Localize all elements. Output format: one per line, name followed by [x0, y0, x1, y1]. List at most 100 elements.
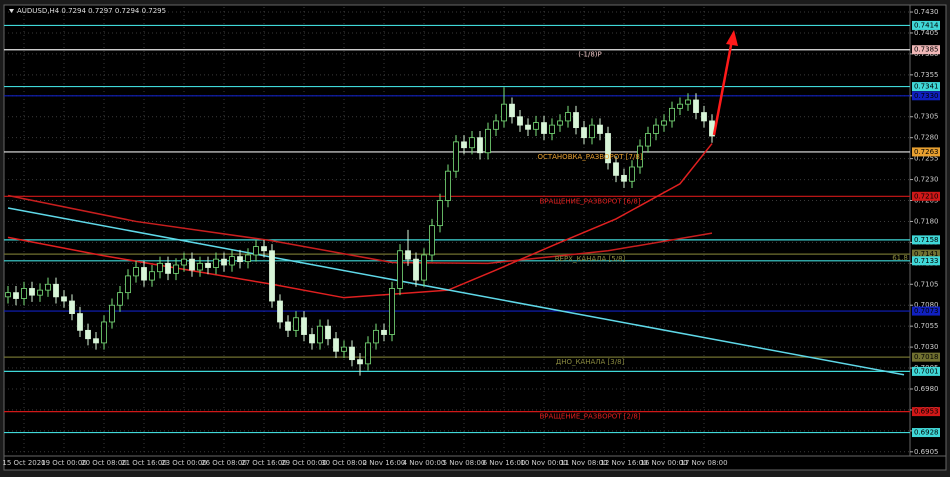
price-label-bg	[912, 366, 940, 376]
candle-body	[37, 289, 43, 296]
y-tick-label: 0.6905	[914, 448, 939, 456]
price-label: 0.7385	[914, 46, 939, 54]
price-label: 0.7263	[914, 148, 939, 156]
price-label: 0.6953	[914, 408, 939, 416]
price-label: 0.7001	[914, 367, 939, 375]
price-label-bg	[912, 82, 940, 92]
candle-body	[685, 99, 691, 105]
candle-body	[389, 288, 395, 335]
price-label: 0.7330	[914, 92, 939, 100]
y-tick-label: 0.7255	[914, 155, 939, 163]
candle-body	[381, 329, 387, 335]
y-tick-label: 0.7405	[914, 29, 939, 37]
price-label-bg	[912, 147, 940, 157]
candle-body	[573, 112, 579, 129]
candle-body	[509, 103, 515, 118]
x-tick-label: 2 Nov 16:00	[363, 459, 406, 467]
y-tick-label: 0.7080	[914, 301, 939, 309]
candle-body	[581, 127, 587, 139]
price-label: 0.7073	[914, 307, 939, 315]
price-label-bg	[912, 428, 940, 438]
y-tick-label: 0.7030	[914, 343, 939, 351]
candle-body	[397, 250, 403, 289]
candle-body	[621, 174, 627, 182]
candle-body	[69, 300, 75, 314]
y-tick-label: 0.7280	[914, 134, 939, 142]
indicator-line	[7, 194, 713, 265]
chart-title: AUDUSD,H4 0.7294 0.7297 0.7294 0.7295	[17, 7, 166, 15]
x-tick-label: 16 Nov 00:00	[640, 459, 687, 467]
candle-body	[301, 317, 307, 335]
x-tick-label: 23 Oct 00:00	[161, 459, 207, 467]
candle-body	[181, 258, 187, 266]
candle-body	[445, 170, 451, 201]
level-text: ДНО_КАНАЛА [3/8]	[556, 358, 625, 366]
candle-body	[493, 120, 499, 130]
x-tick-label: 17 Nov 08:00	[680, 459, 727, 467]
candle-body	[53, 283, 59, 298]
plot-area	[3, 4, 911, 457]
candle-body	[677, 103, 683, 109]
y-tick-label: 0.7055	[914, 322, 939, 330]
x-tick-label: 15 Oct 2020	[2, 459, 45, 467]
candle-body	[117, 292, 123, 306]
candle-body	[477, 137, 483, 154]
candle-body	[85, 329, 91, 340]
candle-body	[165, 262, 171, 274]
arrow-head	[726, 30, 738, 46]
candle-body	[149, 271, 155, 281]
price-label-bg	[912, 20, 940, 30]
candle-body	[133, 267, 139, 277]
price-label-bg	[912, 256, 940, 266]
x-tick-label: 20 Oct 08:00	[81, 459, 127, 467]
candle-body	[549, 124, 555, 134]
level-text: ОСТАНОВКА_РАЗВОРОТ [7/8]	[537, 153, 642, 161]
candle-body	[261, 246, 267, 252]
candle-body	[653, 124, 659, 134]
candle-body	[5, 292, 11, 298]
level-text: ВЕРХ_КАНАЛА [5/8]	[555, 255, 626, 263]
candle-body	[341, 346, 347, 352]
x-tick-label: 26 Oct 08:00	[201, 459, 247, 467]
candle-body	[13, 292, 19, 299]
candle-body	[61, 296, 67, 302]
candle-body	[597, 124, 603, 134]
candle-body	[21, 288, 27, 299]
x-tick-label: 4 Nov 00:00	[403, 459, 446, 467]
indicator-line	[7, 143, 713, 299]
level-text: ВРАЩЕНИЕ_РАЗВОРОТ [6/8]	[539, 197, 640, 205]
candle-body	[613, 162, 619, 176]
candle-body	[645, 133, 651, 147]
x-tick-label: 30 Oct 08:00	[321, 459, 367, 467]
menu-icon	[9, 9, 14, 13]
price-label-bg	[912, 235, 940, 245]
candle-body	[205, 262, 211, 268]
candle-body	[309, 334, 315, 344]
candle-body	[109, 304, 115, 323]
y-tick-label: 0.7230	[914, 176, 939, 184]
candle-body	[421, 254, 427, 281]
candle-body	[485, 128, 491, 154]
candle-body	[661, 120, 667, 126]
candle-body	[469, 137, 475, 149]
candle-body	[189, 258, 195, 271]
x-tick-label: 21 Oct 16:00	[121, 459, 167, 467]
level-text: ВРАЩЕНИЕ_РАЗВОРОТ [2/8]	[539, 413, 640, 421]
candle-body	[325, 325, 331, 340]
time-axis	[3, 455, 947, 471]
x-tick-label: 11 Nov 08:00	[560, 459, 607, 467]
candle-body	[405, 250, 411, 260]
candle-body	[533, 122, 539, 130]
price-label-bg	[912, 352, 940, 362]
candle-body	[197, 262, 203, 271]
candle-body	[437, 200, 443, 227]
y-tick-label: 0.7430	[914, 8, 939, 16]
candle-body	[669, 107, 675, 122]
y-tick-label: 0.7355	[914, 71, 939, 79]
candle-body	[349, 346, 355, 361]
x-tick-label: 5 Nov 08:00	[443, 459, 486, 467]
candle-body	[125, 275, 131, 294]
candle-body	[357, 359, 363, 365]
candle-body	[501, 103, 507, 122]
